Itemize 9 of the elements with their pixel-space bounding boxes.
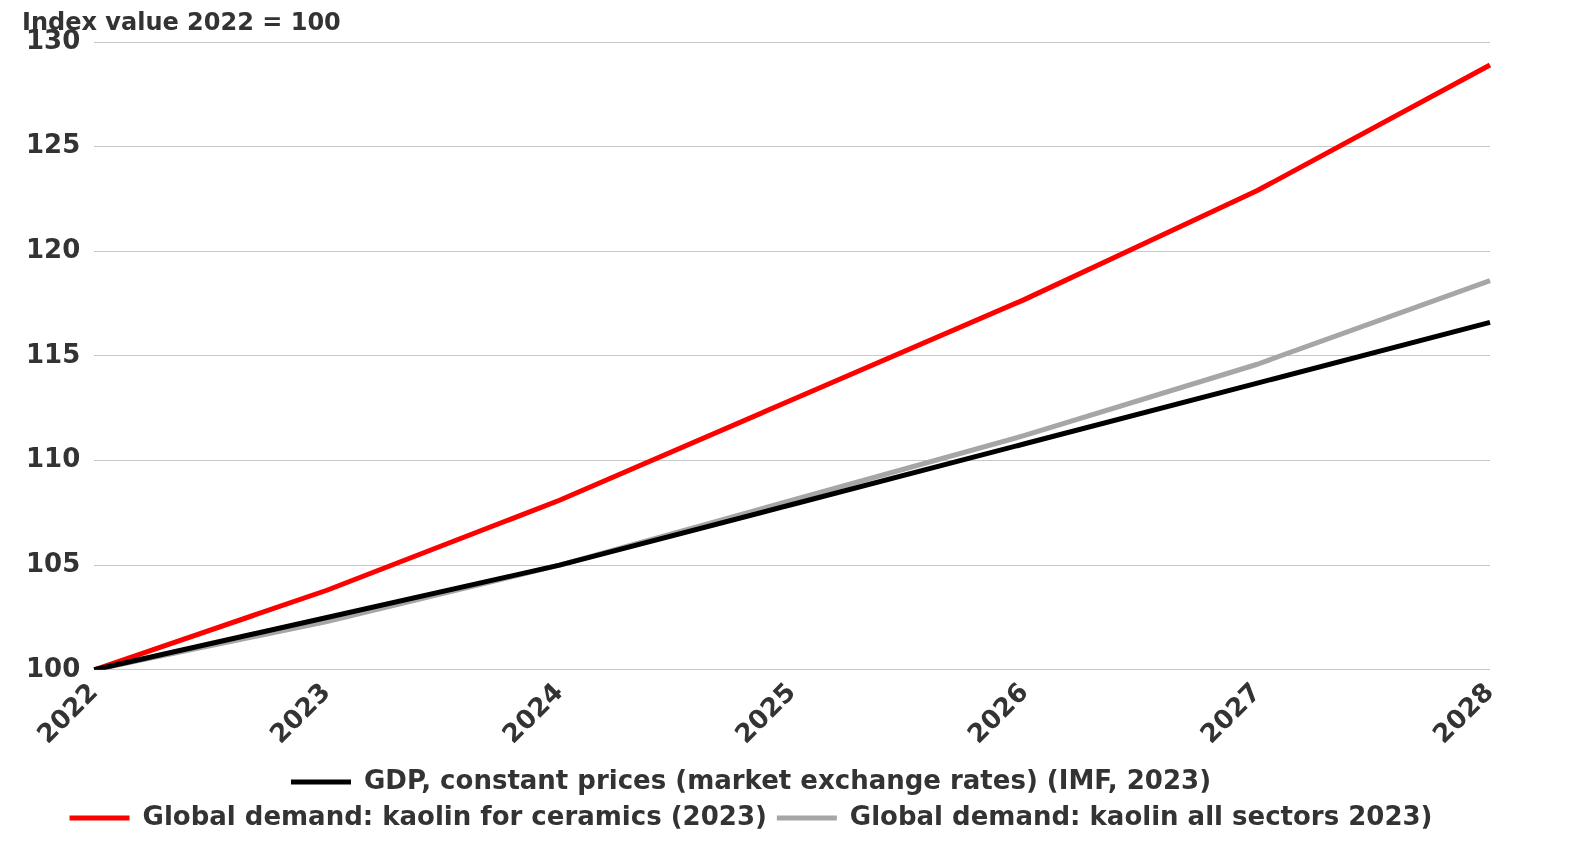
y-tick-label: 100 [25, 652, 81, 683]
y-tick-label: 125 [25, 129, 81, 160]
y-tick-label: 120 [25, 234, 81, 265]
legend-label: GDP, constant prices (market exchange rates) (IMF, 2023) [363, 764, 1212, 795]
legend-label: Global demand: kaolin all sectors 2023) [849, 800, 1433, 831]
y-tick-label: 115 [25, 338, 81, 369]
y-tick-label: 105 [25, 547, 81, 578]
y-tick-label: 110 [25, 443, 81, 474]
legend-label: Global demand: kaolin for ceramics (2023) [142, 800, 767, 831]
